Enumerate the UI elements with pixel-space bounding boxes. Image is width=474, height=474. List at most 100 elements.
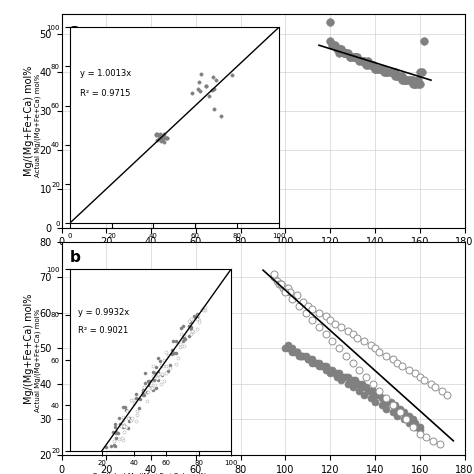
Point — [353, 53, 361, 61]
Point — [356, 387, 363, 395]
Point — [411, 423, 419, 430]
Point — [349, 376, 356, 384]
Point — [367, 341, 374, 349]
Point — [302, 309, 310, 317]
Point — [346, 376, 354, 384]
Point — [392, 73, 399, 80]
Point — [331, 370, 338, 377]
Point — [393, 73, 401, 80]
Point — [315, 362, 323, 370]
Point — [369, 380, 376, 388]
Y-axis label: Mg/(Mg+Fe+Ca) mol%: Mg/(Mg+Fe+Ca) mol% — [24, 293, 34, 403]
Point — [356, 380, 363, 388]
Point — [409, 80, 417, 88]
Point — [429, 437, 437, 445]
Point — [371, 398, 379, 406]
Point — [411, 370, 419, 377]
Point — [309, 316, 316, 324]
Point — [405, 419, 412, 427]
Point — [315, 309, 323, 317]
Point — [297, 352, 305, 359]
Point — [365, 61, 372, 68]
Point — [309, 356, 316, 363]
Point — [416, 427, 424, 434]
Point — [360, 391, 368, 398]
Point — [393, 405, 401, 412]
Point — [367, 61, 374, 68]
Point — [411, 80, 419, 88]
Point — [293, 291, 301, 299]
Point — [402, 416, 410, 423]
Point — [291, 348, 298, 356]
Point — [432, 384, 439, 392]
Point — [389, 69, 397, 76]
Point — [271, 270, 278, 278]
Point — [295, 302, 303, 310]
Point — [371, 65, 379, 73]
Point — [405, 366, 412, 374]
Point — [387, 69, 394, 76]
Point — [383, 352, 390, 359]
Point — [337, 46, 345, 53]
Point — [342, 49, 350, 57]
Point — [443, 391, 450, 398]
Point — [337, 46, 345, 53]
Point — [360, 57, 368, 64]
Point — [400, 76, 408, 84]
Point — [407, 76, 415, 84]
Point — [353, 53, 361, 61]
Point — [416, 69, 424, 76]
Point — [286, 345, 294, 352]
Point — [277, 281, 285, 288]
Point — [383, 398, 390, 406]
Point — [365, 387, 372, 395]
Point — [389, 401, 397, 409]
Point — [322, 362, 329, 370]
Point — [280, 284, 287, 292]
Point — [300, 352, 307, 359]
Point — [288, 295, 296, 302]
Point — [362, 384, 370, 392]
Point — [436, 441, 444, 448]
Point — [344, 373, 352, 381]
Point — [380, 65, 388, 73]
Point — [389, 409, 397, 416]
Point — [362, 373, 370, 381]
Point — [358, 57, 365, 64]
Point — [331, 41, 338, 49]
Point — [351, 53, 359, 61]
Point — [304, 302, 311, 310]
Point — [360, 337, 368, 345]
Point — [344, 49, 352, 57]
Point — [277, 281, 285, 288]
Point — [374, 391, 381, 398]
Point — [409, 423, 417, 430]
Point — [362, 61, 370, 68]
Point — [398, 76, 406, 84]
Point — [376, 65, 383, 73]
Point — [405, 76, 412, 84]
Point — [414, 80, 421, 88]
Point — [309, 359, 316, 366]
Point — [393, 359, 401, 366]
Point — [400, 76, 408, 84]
Point — [336, 370, 343, 377]
Point — [313, 359, 320, 366]
Point — [378, 65, 385, 73]
Point — [365, 57, 372, 64]
Text: b: b — [70, 250, 81, 265]
Point — [376, 387, 383, 395]
Point — [371, 345, 379, 352]
Point — [353, 380, 361, 388]
Point — [349, 53, 356, 61]
Point — [342, 49, 350, 57]
Point — [418, 69, 426, 76]
Point — [288, 348, 296, 356]
Point — [438, 387, 446, 395]
Point — [336, 345, 343, 352]
Point — [346, 53, 354, 61]
Point — [367, 394, 374, 402]
Point — [333, 370, 341, 377]
Point — [358, 57, 365, 64]
Point — [414, 423, 421, 430]
